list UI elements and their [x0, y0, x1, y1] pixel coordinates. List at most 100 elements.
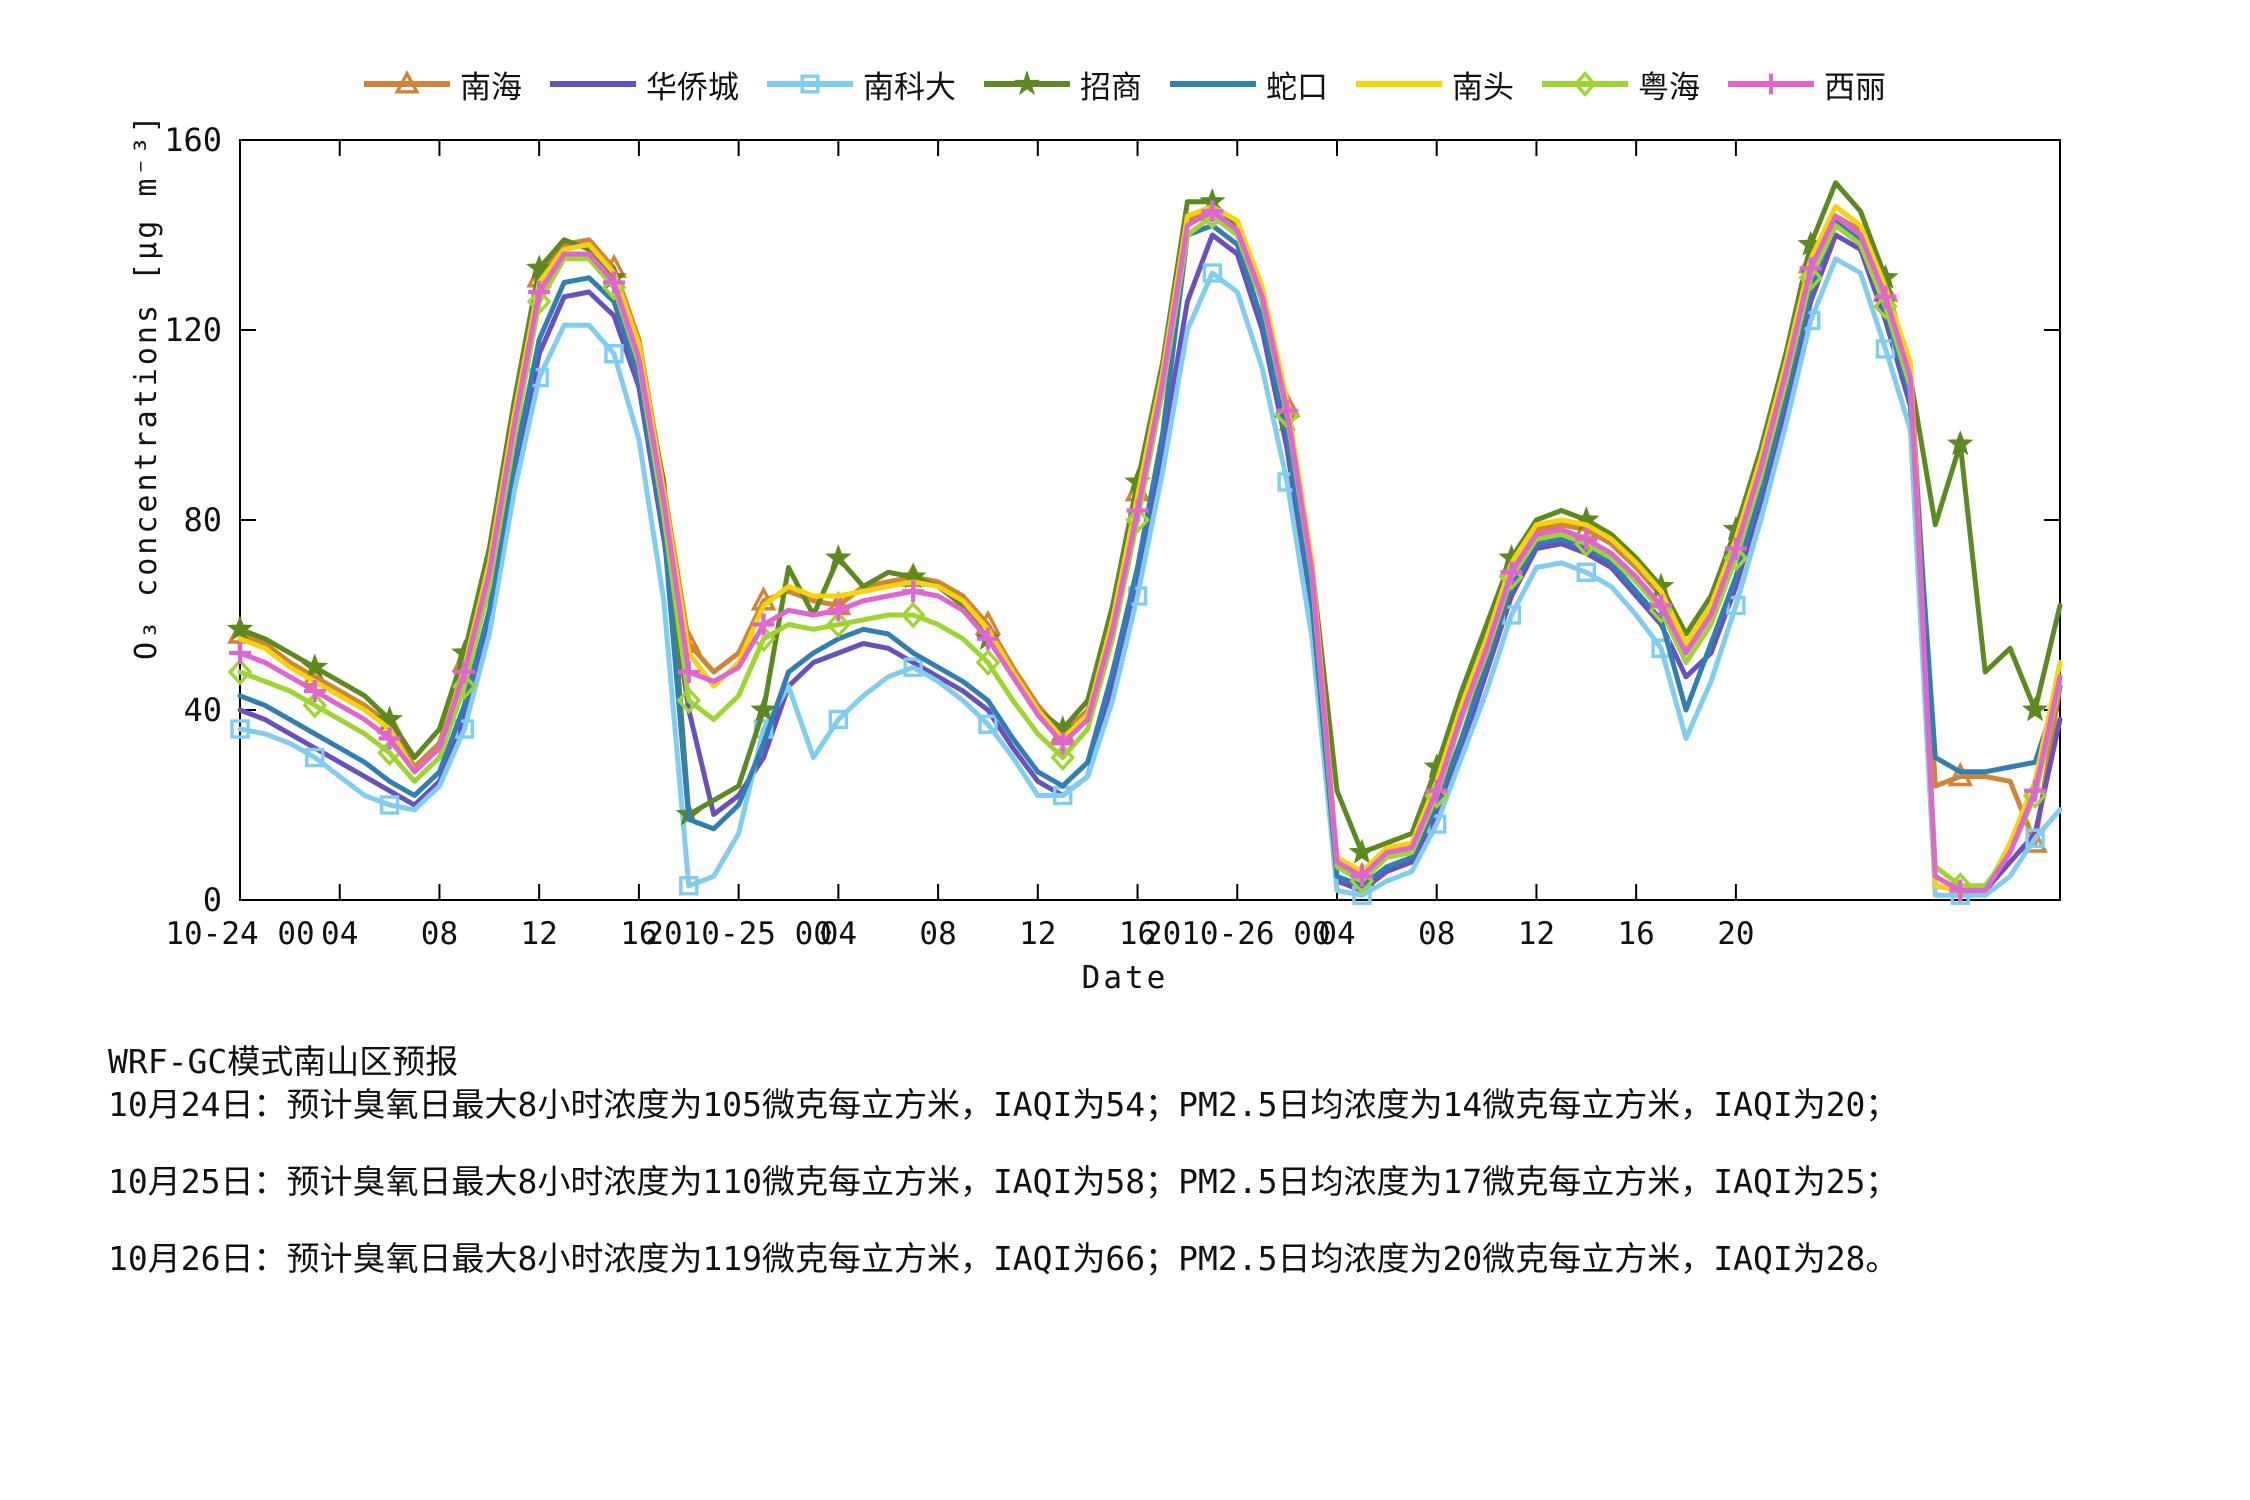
- legend-marker-plus-icon: [1760, 73, 1782, 95]
- legend-item-华侨城[interactable]: 华侨城: [550, 62, 739, 107]
- legend-marker-star-icon: [1014, 71, 1040, 96]
- legend-label: 南科大: [863, 69, 956, 106]
- y-tick-label: 40: [183, 691, 222, 729]
- x-tick-label: 2010-26 00: [1144, 916, 1331, 950]
- y-tick-label: 160: [164, 121, 222, 159]
- legend-item-南科大[interactable]: 南科大: [767, 62, 956, 107]
- forecast-line-1026: 10月26日：预计臭氧日最大8小时浓度为119微克每立方米，IAQI为66；PM…: [108, 1239, 1899, 1278]
- data-point-marker: [376, 705, 403, 731]
- legend-swatch-南科大: [767, 72, 853, 96]
- data-point-marker: [227, 658, 253, 686]
- series-南头: [237, 204, 2063, 893]
- x-tick-label: 10-24 00: [165, 916, 314, 950]
- data-point-marker: [827, 599, 850, 622]
- legend-item-粤海[interactable]: 粤海: [1542, 62, 1700, 107]
- data-point-marker: [677, 661, 700, 683]
- data-point-marker: [1874, 285, 1897, 308]
- forecast-text-block: WRF-GC模式南山区预报 10月24日：预计臭氧日最大8小时浓度为105微克每…: [108, 1045, 2168, 1275]
- data-point-marker: [1425, 779, 1448, 802]
- legend-swatch-招商: [984, 71, 1070, 96]
- data-point-marker: [226, 615, 254, 641]
- data-point-marker: [453, 661, 476, 683]
- data-point-marker: [1050, 743, 1076, 772]
- series-蛇口: [237, 218, 2063, 889]
- legend-label: 蛇口: [1266, 69, 1328, 106]
- y-axis-label-container: O₃ concentrations [μg m⁻³]: [95, 112, 164, 660]
- data-point-marker: [1947, 761, 1974, 787]
- legend-swatch-华侨城: [550, 72, 636, 96]
- data-point-marker: [900, 601, 926, 629]
- x-tick-label: 16: [1618, 916, 1655, 950]
- data-point-marker: [1650, 594, 1673, 617]
- data-point-marker: [903, 657, 923, 677]
- data-point-marker: [452, 672, 477, 700]
- legend-marker-square-icon: [800, 74, 820, 94]
- legend-item-南头[interactable]: 南头: [1356, 62, 1514, 107]
- legend-item-西丽[interactable]: 西丽: [1728, 62, 1886, 107]
- legend-label: 南海: [460, 69, 522, 106]
- chart-legend: 南海 华侨城 南科大 招商 蛇口 南头 粤海 西丽: [0, 60, 2250, 108]
- x-tick-label: 16: [620, 916, 657, 950]
- x-tick-label: 04: [321, 916, 358, 950]
- x-tick-label: 04: [1318, 916, 1355, 950]
- legend-marker-triangle-icon: [394, 71, 420, 94]
- legend-swatch-南海: [364, 71, 450, 96]
- data-point-marker: [229, 642, 251, 664]
- x-tick-label: 08: [421, 916, 458, 950]
- legend-swatch-蛇口: [1170, 72, 1256, 96]
- data-point-marker: [1799, 257, 1822, 280]
- data-point-marker: [978, 714, 998, 734]
- data-point-marker: [975, 648, 1001, 677]
- legend-label: 西丽: [1824, 69, 1886, 106]
- data-point-marker: [1575, 528, 1598, 550]
- data-point-marker: [526, 287, 552, 316]
- data-point-marker: [825, 544, 852, 570]
- data-point-marker: [602, 271, 625, 294]
- data-point-marker: [1500, 561, 1523, 584]
- x-tick-label: 08: [1418, 916, 1455, 950]
- legend-swatch-西丽: [1728, 72, 1814, 96]
- data-point-marker: [1873, 292, 1898, 320]
- forecast-title: WRF-GC模式南山区预报: [108, 1042, 459, 1081]
- series-line: [237, 213, 2063, 889]
- legend-label: 招商: [1080, 69, 1142, 106]
- legend-swatch-南头: [1356, 72, 1442, 96]
- series-line: [237, 208, 2063, 893]
- data-point-marker: [2025, 828, 2045, 848]
- data-point-marker: [976, 627, 999, 650]
- legend-label: 南头: [1452, 69, 1514, 106]
- x-tick-label: 12: [1019, 916, 1056, 950]
- y-tick-label: 0: [203, 881, 222, 919]
- data-point-marker: [1051, 732, 1074, 755]
- data-point-marker: [525, 254, 553, 280]
- data-point-marker: [1576, 562, 1597, 582]
- data-point-marker: [303, 680, 326, 702]
- data-point-marker: [305, 747, 325, 768]
- series-line: [237, 218, 2063, 889]
- series-line: [237, 232, 2063, 893]
- data-point-marker: [676, 686, 702, 715]
- data-point-marker: [1348, 838, 1376, 864]
- data-point-marker: [1949, 879, 1972, 902]
- y-tick-label: 120: [164, 311, 222, 349]
- legend-item-南海[interactable]: 南海: [364, 62, 522, 107]
- data-point-marker: [2024, 779, 2047, 802]
- legend-item-招商[interactable]: 招商: [984, 62, 1142, 107]
- data-point-marker: [1276, 399, 1299, 422]
- data-point-marker: [902, 580, 925, 603]
- plot-area: 0 40 80 120 160 10-24 00 04 08 12 16 2010-25 00 04 0…: [0, 120, 2250, 950]
- series-华侨城: [237, 232, 2063, 893]
- data-point-marker: [604, 344, 624, 364]
- legend-item-蛇口[interactable]: 蛇口: [1170, 62, 1328, 107]
- data-point-marker: [1201, 200, 1224, 223]
- data-point-marker: [230, 719, 250, 739]
- series-西丽: [229, 200, 2063, 902]
- x-tick-label: 12: [521, 916, 558, 950]
- series-line: [237, 204, 2063, 893]
- x-tick-label: 16: [1119, 916, 1156, 950]
- data-point-marker: [1126, 499, 1149, 522]
- data-point-marker: [379, 795, 400, 815]
- data-point-marker: [1798, 264, 1823, 292]
- data-point-marker: [1350, 865, 1373, 888]
